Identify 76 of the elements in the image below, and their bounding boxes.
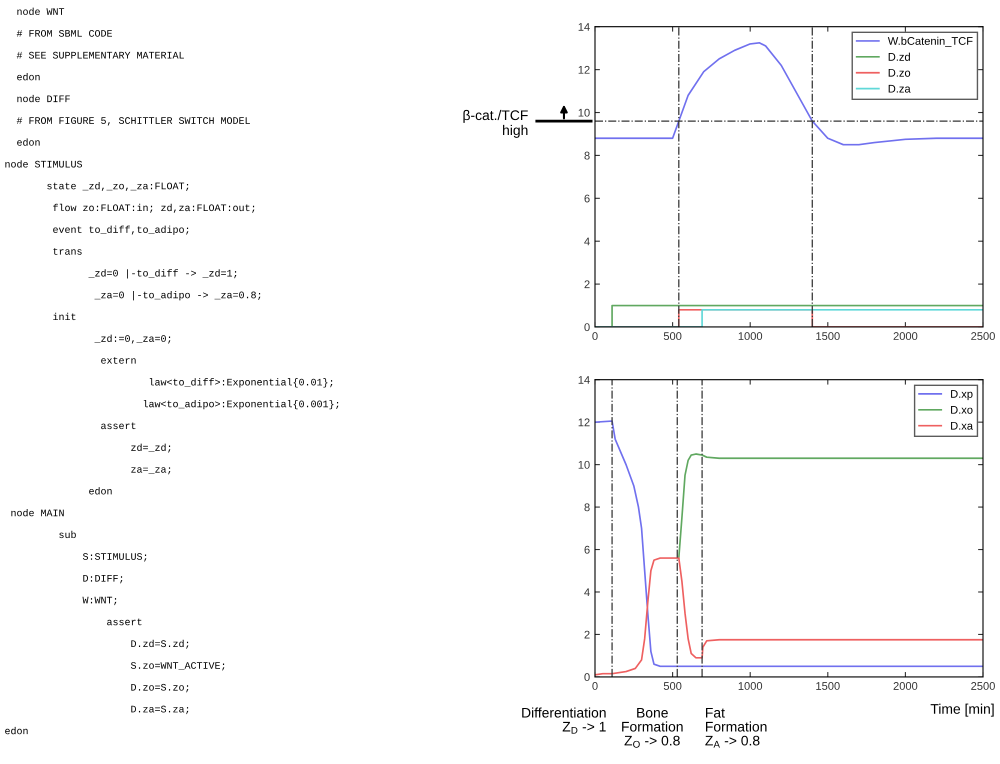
x-tick-label: 1500 — [816, 682, 840, 690]
y-tick-label: 2 — [584, 630, 590, 638]
y-tick-label: 10 — [578, 460, 590, 469]
text: init — [53, 312, 76, 320]
y-tick-label: 6 — [584, 194, 590, 202]
text: za=_za; — [131, 467, 170, 474]
text: D.za=S.za; — [131, 706, 188, 714]
y-tick-label: 14 — [578, 376, 590, 384]
y-tick-label: 2 — [584, 280, 590, 288]
ref-line-label: β-cat./TCF high — [463, 110, 528, 138]
legend-label: D.za — [888, 84, 911, 93]
text: W:WNT; — [82, 596, 116, 606]
text: trans — [53, 248, 82, 255]
x-tick-label: 2000 — [894, 682, 918, 690]
text: D:DIFF; — [83, 575, 122, 584]
text: Differentiation Z$_{D}$ -> 1 — [522, 707, 606, 734]
text: _za=0 |-to_adipo -> _za=0.8; — [94, 290, 260, 300]
text: state _zd,_zo,_za:FLOAT; — [47, 182, 188, 192]
y-tick-label: 8 — [584, 152, 590, 160]
text: assert — [101, 422, 136, 430]
x-tick-label: 2500 — [971, 332, 995, 340]
x-tick-label: 500 — [664, 682, 682, 690]
text: edon — [17, 73, 40, 80]
text: law<to_adipo>:Exponential{0.001}; — [144, 400, 338, 410]
y-tick-label: 0 — [584, 323, 590, 332]
text: Bone Formation Z$_{O}$ -> 0.8 — [622, 708, 683, 748]
x-axis-title: Time [min] — [930, 704, 994, 717]
legend-label: D.xo — [951, 406, 973, 414]
text: S:STIMULUS; — [82, 553, 146, 562]
text: node DIFF — [17, 94, 70, 102]
legend-label: D.zo — [888, 68, 910, 77]
legend-label: D.zd — [888, 52, 910, 61]
y-tick-label: 4 — [584, 238, 590, 246]
text: D.zo=S.zo; — [131, 684, 188, 692]
y-tick-label: 6 — [584, 546, 590, 554]
text: S.zo=WNT_ACTIVE; — [130, 662, 224, 671]
y-tick-label: 12 — [578, 418, 590, 426]
text: node STIMULUS — [5, 160, 82, 168]
text: # SEE SUPPLEMENTARY MATERIAL — [16, 52, 184, 59]
legend-label: D.xa — [951, 422, 973, 430]
text: zd=_zd; — [131, 444, 170, 453]
text: _zd:=0,_za=0; — [94, 334, 170, 344]
y-tick-label: 12 — [578, 66, 590, 74]
text: Fat Formation Z$_{A}$ -> 0.8 — [705, 708, 766, 748]
y-tick-label: 4 — [584, 588, 590, 596]
text: # FROM SBML CODE — [16, 30, 112, 37]
x-tick-label: 1000 — [738, 332, 762, 340]
line-series — [595, 420, 983, 668]
text: law<to_diff>:Exponential{0.01}; — [150, 378, 332, 388]
text: edon — [17, 138, 40, 146]
y-tick-label: 8 — [584, 503, 590, 512]
x-tick-label: 0 — [592, 332, 598, 340]
text: # FROM FIGURE 5, SCHITTLER SWITCH MODEL — [16, 117, 250, 126]
line-series — [678, 453, 983, 559]
text: event to_diff,to_adipo; — [53, 226, 188, 235]
text: _zd=0 |-to_diff -> _zd=1; — [88, 269, 236, 279]
x-tick-label: 2000 — [894, 332, 918, 340]
x-tick-label: 0 — [592, 682, 598, 690]
text: node MAIN — [11, 508, 64, 516]
text: node WNT — [17, 8, 64, 16]
x-tick-label: 1500 — [816, 332, 840, 340]
y-tick-label: 0 — [584, 673, 590, 682]
legend-label: D.xp — [951, 390, 973, 400]
text: edon — [89, 487, 112, 495]
text: D.zd=S.zd; — [131, 640, 188, 649]
text: edon — [5, 726, 28, 734]
x-tick-label: 1000 — [738, 682, 762, 690]
text: sub — [59, 530, 76, 538]
x-tick-label: 2500 — [971, 682, 995, 690]
y-tick-label: 14 — [578, 23, 590, 31]
text: assert — [107, 618, 142, 626]
x-tick-label: 500 — [664, 332, 682, 340]
legend-label: W.bCatenin_TCF — [888, 36, 973, 47]
text: extern — [101, 356, 136, 364]
y-tick-label: 10 — [578, 108, 590, 117]
text: flow zo:FLOAT:in; zd,za:FLOAT:out; — [53, 204, 254, 213]
